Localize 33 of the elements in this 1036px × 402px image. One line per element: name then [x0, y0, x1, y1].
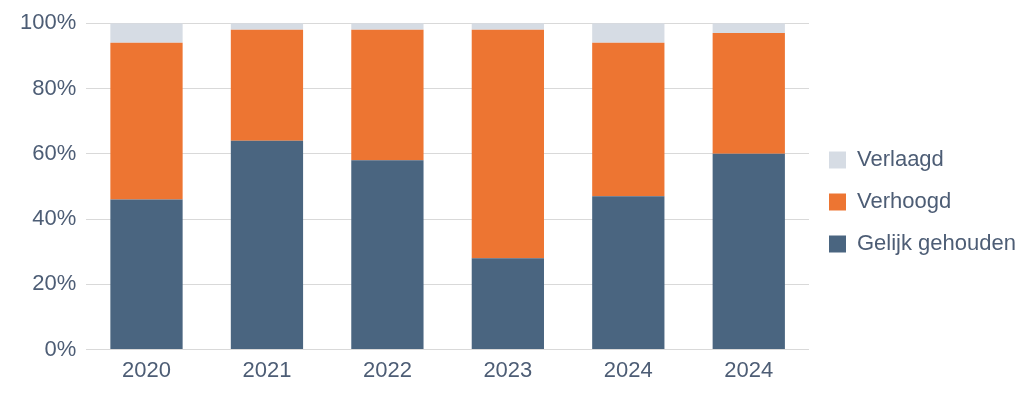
bar — [471, 29, 544, 259]
legend-label: Verlaagd — [856, 146, 944, 172]
x-tick-label: 2020 — [122, 356, 171, 382]
bar — [230, 29, 304, 141]
bar — [110, 42, 183, 200]
y-tick-label: 20% — [32, 270, 77, 296]
bar — [351, 160, 424, 350]
bar — [592, 196, 665, 350]
x-tick-label: 2024 — [603, 356, 653, 382]
bar — [471, 23, 544, 30]
legend-label: Verhoogd — [856, 188, 952, 214]
bar — [592, 23, 665, 43]
legend-label: Gelijk gehouden — [856, 230, 1017, 256]
bar — [351, 23, 424, 30]
x-tick-label: 2024 — [724, 356, 774, 382]
bar — [592, 42, 665, 197]
bar — [230, 140, 304, 350]
y-tick-label: 100% — [19, 9, 77, 35]
bar — [110, 23, 183, 43]
bar — [712, 23, 785, 33]
bar — [110, 199, 183, 350]
bar — [471, 258, 544, 350]
bar — [351, 29, 424, 161]
bar — [712, 153, 785, 350]
bar — [230, 23, 304, 30]
y-tick-label: 80% — [32, 74, 77, 100]
x-tick-label: 2021 — [242, 356, 292, 382]
x-tick-label: 2023 — [483, 356, 533, 382]
y-tick-label: 40% — [32, 205, 77, 231]
x-tick-label: 2022 — [362, 356, 412, 382]
y-tick-label: 60% — [32, 139, 77, 165]
bar — [712, 32, 785, 154]
y-tick-label: 0% — [44, 335, 77, 361]
